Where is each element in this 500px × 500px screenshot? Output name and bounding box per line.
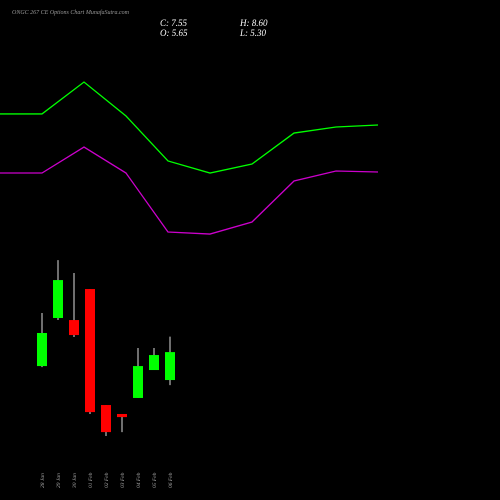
candle-body xyxy=(85,289,95,413)
x-tick-label: 28 Jan xyxy=(40,473,46,488)
candle-body xyxy=(149,355,159,371)
band-line xyxy=(0,146,379,235)
candle-body xyxy=(69,320,79,336)
ohlc-label: H: 8.60 xyxy=(239,18,268,28)
x-tick-label: 06 Feb xyxy=(168,472,174,488)
x-tick-label: 01 Feb xyxy=(88,472,94,488)
ohlc-label: O: 5.65 xyxy=(160,28,188,38)
x-tick-label: 29 Jan xyxy=(56,473,62,488)
ohlc-label: L: 5.30 xyxy=(239,28,267,38)
candle-body xyxy=(101,405,111,433)
x-tick-label: 30 Jan xyxy=(72,473,78,489)
candle-body xyxy=(165,352,175,381)
candle-body xyxy=(53,280,63,318)
chart-title: ONGC 267 CE Options Chart MunafaSutra.co… xyxy=(12,9,130,16)
band-line xyxy=(0,81,379,174)
x-tick-label: 03 Feb xyxy=(120,472,126,488)
candle-body xyxy=(117,413,127,418)
x-tick-label: 05 Feb xyxy=(152,472,158,488)
candle-body xyxy=(133,366,143,398)
candle-body xyxy=(37,332,47,367)
ohlc-label: C: 7.55 xyxy=(160,18,188,28)
x-tick-label: 02 Feb xyxy=(104,472,110,488)
x-tick-label: 04 Feb xyxy=(135,472,142,488)
